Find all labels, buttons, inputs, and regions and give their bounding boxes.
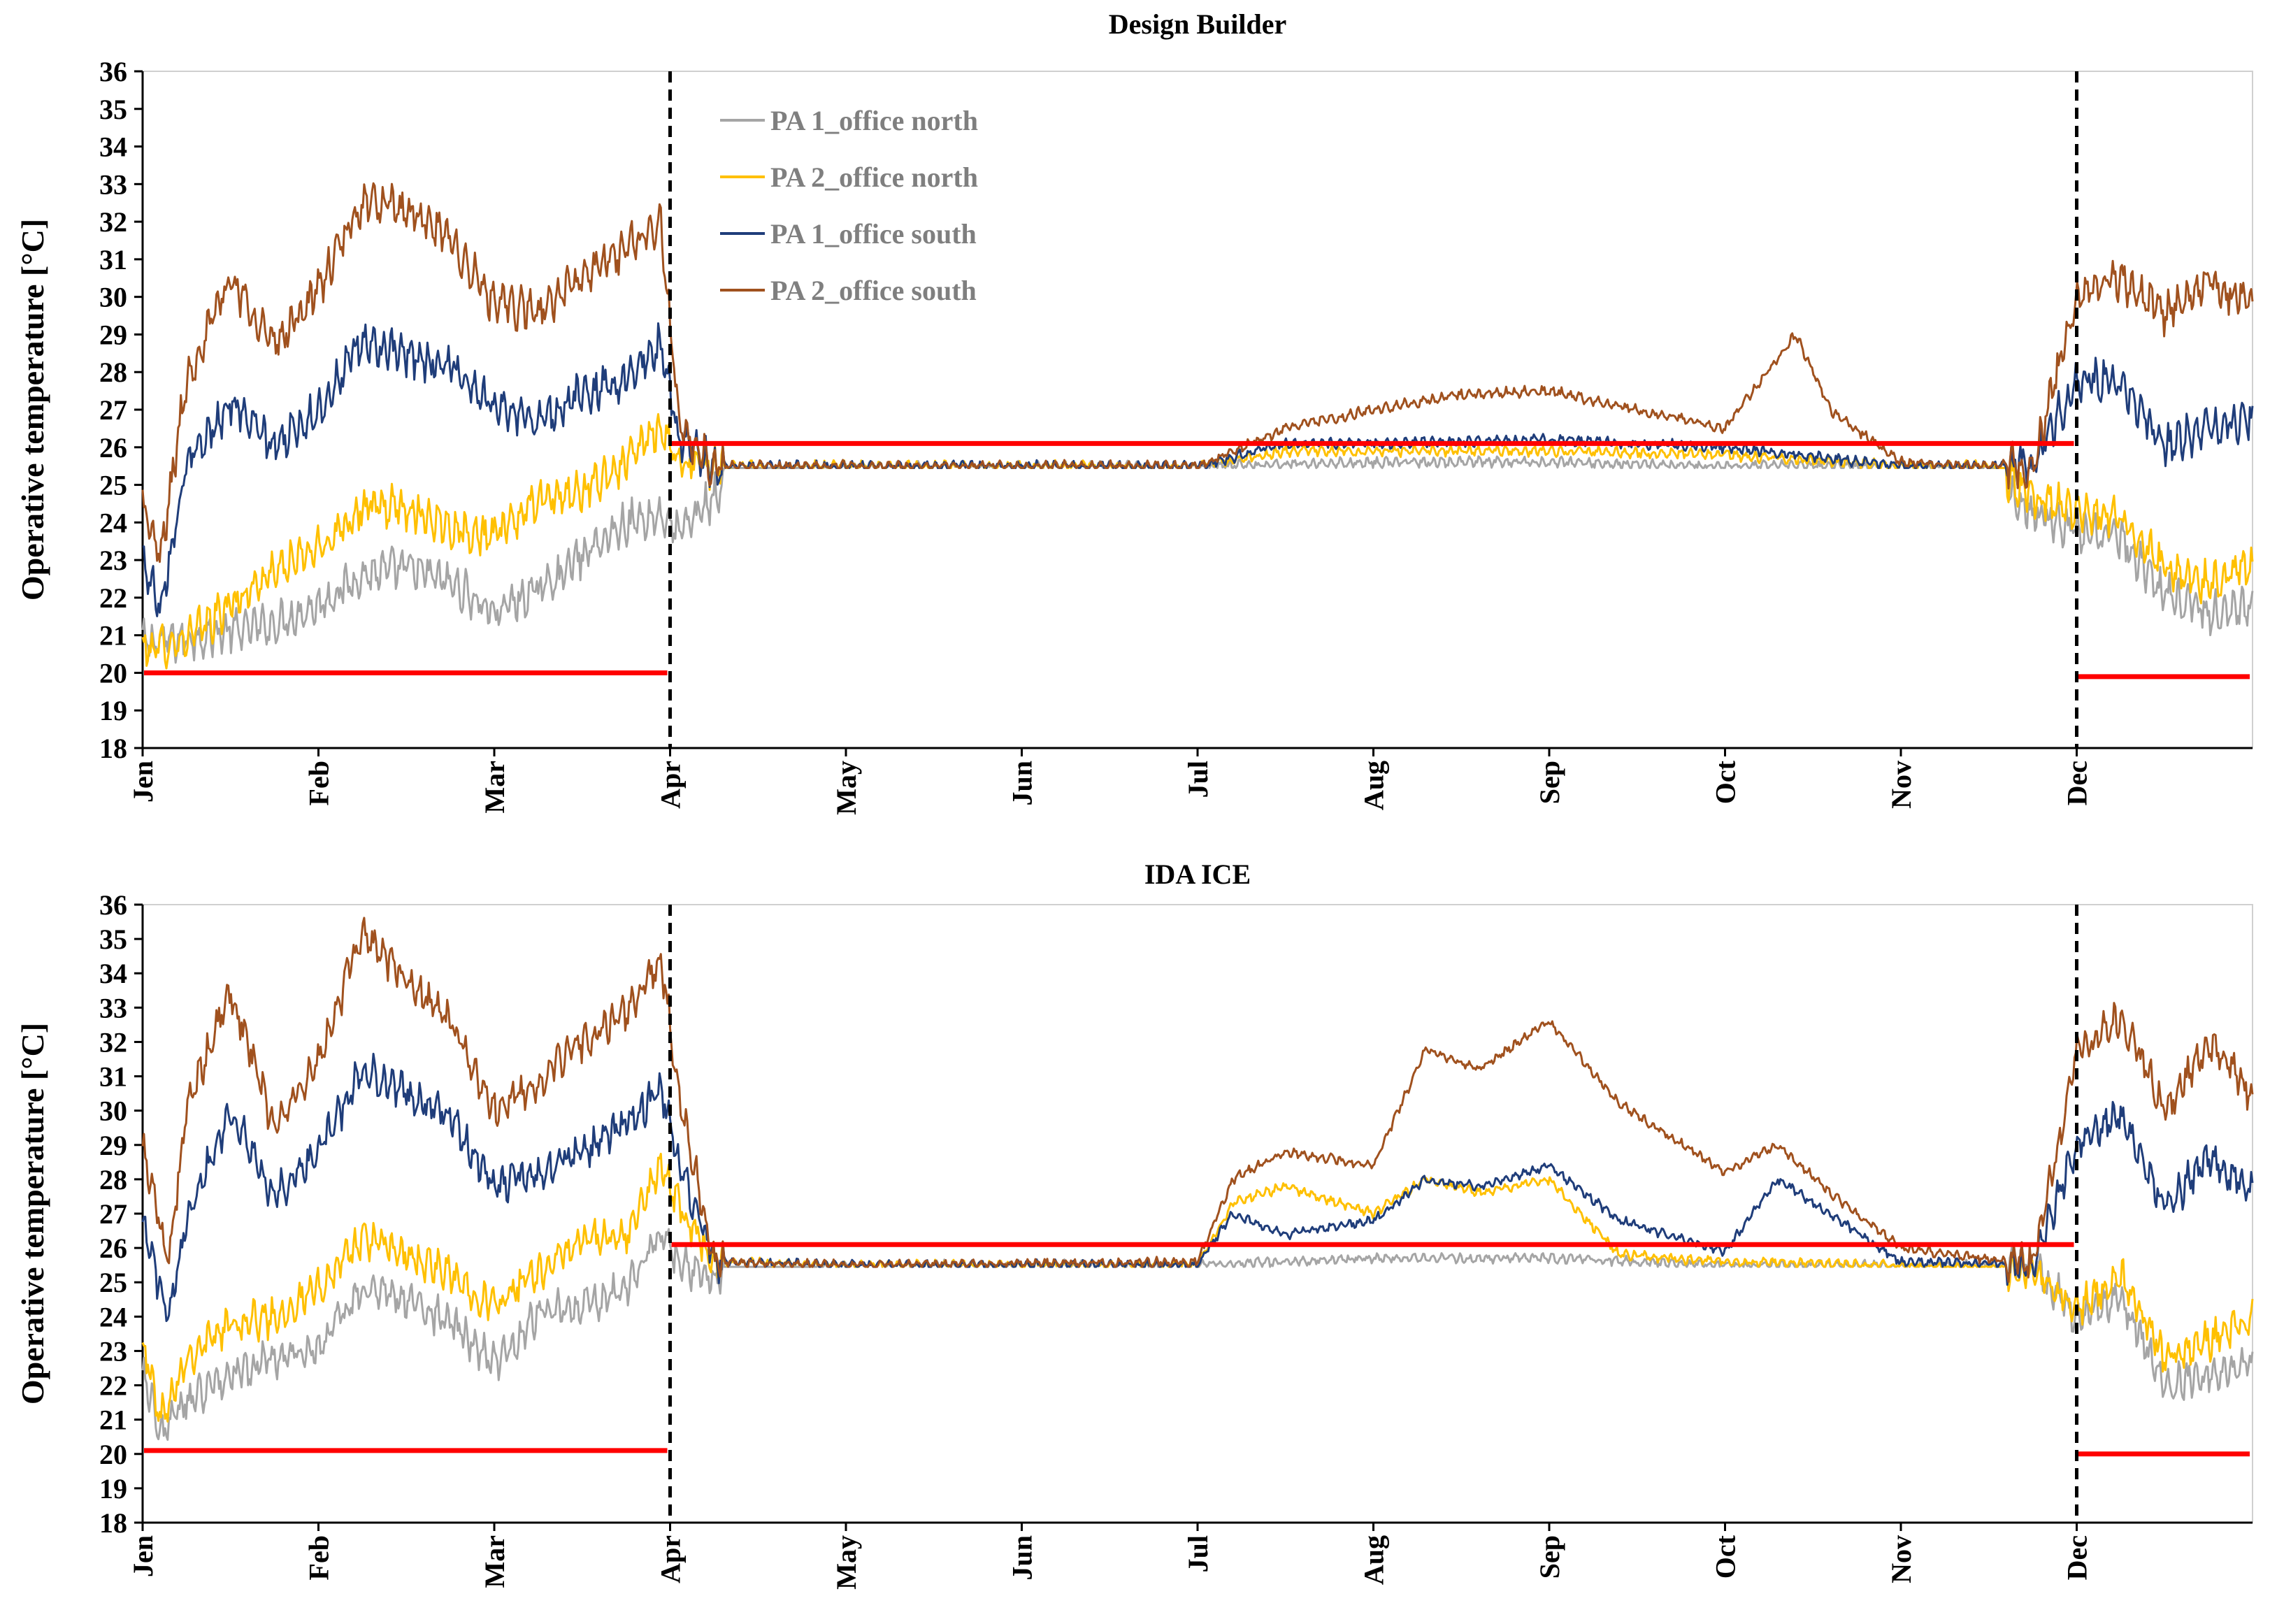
db-y-tick-label: 34 bbox=[99, 131, 127, 163]
db-y-tick-label: 33 bbox=[99, 168, 127, 200]
db-y-tick-label: 35 bbox=[99, 94, 127, 125]
db-y-tick-label: 22 bbox=[99, 582, 127, 614]
db-plot-frame bbox=[142, 71, 2253, 749]
ida-y-tick-label: 20 bbox=[99, 1439, 127, 1470]
ida-series-line-pa-2-office-north bbox=[141, 1152, 2254, 1423]
chart-panel-design-builder: Design Builder Operative temperature [°C]… bbox=[15, 8, 2254, 815]
ida-x-tick-label-dec: Dec bbox=[2062, 1535, 2093, 1580]
db-x-tick-label-jen: Jen bbox=[127, 761, 159, 803]
db-y-tick-label: 21 bbox=[99, 620, 127, 652]
ida-y-tick-label: 25 bbox=[99, 1267, 127, 1298]
ida-y-tick-label: 22 bbox=[99, 1370, 127, 1402]
ida-x-tick-label-jul: Jul bbox=[1182, 1535, 1214, 1572]
ida-y-tick-label: 32 bbox=[99, 1026, 127, 1058]
db-series-line-pa-2-office-south bbox=[141, 182, 2254, 563]
ida-y-tick-label: 21 bbox=[99, 1404, 127, 1436]
db-x-tick-label-oct: Oct bbox=[1710, 760, 1741, 804]
ida-y-tick-label: 19 bbox=[99, 1473, 127, 1504]
ida-y-tick-label: 36 bbox=[99, 889, 127, 921]
ida-x-tick-label-sep: Sep bbox=[1534, 1535, 1565, 1579]
ida-y-tick-label: 34 bbox=[99, 958, 127, 989]
db-x-tick-label-nov: Nov bbox=[1885, 761, 1917, 809]
db-y-tick-label: 31 bbox=[99, 244, 127, 275]
ida-x-tick-label-aug: Aug bbox=[1358, 1535, 1390, 1585]
ida-x-tick-label-mar: Mar bbox=[479, 1535, 510, 1588]
db-x-tick-label-aug: Aug bbox=[1358, 761, 1390, 810]
db-y-tick-label: 32 bbox=[99, 206, 127, 238]
db-y-tick-label: 28 bbox=[99, 357, 127, 388]
ida-y-tick-label: 23 bbox=[99, 1335, 127, 1367]
ida-plot-frame bbox=[142, 904, 2253, 1523]
ida-y-tick-label: 18 bbox=[99, 1507, 127, 1539]
legend: PA 1_office north PA 2_office north PA 1_o… bbox=[720, 105, 978, 306]
ida-y-tick-label: 29 bbox=[99, 1130, 127, 1161]
ida-y-tick-label: 33 bbox=[99, 992, 127, 1023]
db-series-line-pa-1-office-north bbox=[141, 455, 2254, 664]
db-x-tick-label-may: May bbox=[831, 761, 862, 815]
db-x-tick-label-mar: Mar bbox=[479, 761, 510, 814]
ida-x-tick-label-may: May bbox=[831, 1535, 862, 1590]
ida-y-tick-label: 28 bbox=[99, 1164, 127, 1195]
legend-label: PA 2_office south bbox=[770, 275, 977, 306]
db-x-tick-label-jun: Jun bbox=[1007, 761, 1038, 806]
db-y-axis-label: Operative temperature [°C] bbox=[15, 219, 50, 601]
ida-series-line-pa-1-office-south bbox=[141, 1052, 2254, 1323]
legend-label: PA 1_office north bbox=[770, 105, 978, 136]
db-y-tick-label: 18 bbox=[99, 733, 127, 764]
ida-series-line-pa-2-office-south bbox=[141, 917, 2254, 1284]
ida-x-tick-label-apr: Apr bbox=[655, 1535, 687, 1583]
ida-x-tick-label-oct: Oct bbox=[1710, 1535, 1741, 1579]
ida-y-tick-label: 35 bbox=[99, 924, 127, 955]
db-x-tick-label-feb: Feb bbox=[303, 761, 335, 805]
ida-y-tick-label: 30 bbox=[99, 1095, 127, 1127]
db-y-tick-label: 25 bbox=[99, 470, 127, 501]
db-y-tick-label: 27 bbox=[99, 394, 127, 426]
db-y-tick-label: 20 bbox=[99, 657, 127, 689]
db-y-tick-label: 36 bbox=[99, 56, 127, 87]
ida-chart-title: IDA ICE bbox=[1144, 858, 1251, 890]
ida-x-tick-label-jen: Jen bbox=[127, 1535, 159, 1577]
db-series-line-pa-2-office-north bbox=[141, 412, 2254, 670]
db-series-line-pa-1-office-south bbox=[143, 322, 2254, 617]
db-x-tick-label-sep: Sep bbox=[1534, 761, 1565, 804]
db-x-tick-label-jul: Jul bbox=[1182, 761, 1214, 798]
ida-x-tick-label-feb: Feb bbox=[303, 1535, 335, 1580]
db-y-tick-label: 30 bbox=[99, 282, 127, 313]
ida-y-tick-label: 27 bbox=[99, 1198, 127, 1230]
ida-y-tick-label: 24 bbox=[99, 1301, 127, 1332]
db-x-tick-label-apr: Apr bbox=[655, 761, 687, 809]
db-y-tick-label: 24 bbox=[99, 507, 127, 538]
legend-label: PA 1_office south bbox=[770, 218, 977, 250]
db-chart-title: Design Builder bbox=[1109, 8, 1286, 40]
db-y-tick-label: 29 bbox=[99, 319, 127, 350]
ida-y-tick-label: 31 bbox=[99, 1061, 127, 1093]
ida-y-tick-label: 26 bbox=[99, 1233, 127, 1264]
db-x-tick-label-dec: Dec bbox=[2062, 761, 2093, 805]
db-y-tick-label: 19 bbox=[99, 695, 127, 726]
db-y-tick-label: 26 bbox=[99, 432, 127, 464]
ida-x-tick-label-jun: Jun bbox=[1007, 1535, 1038, 1581]
ida-y-axis-label: Operative temperature [°C] bbox=[15, 1023, 50, 1404]
db-y-tick-label: 23 bbox=[99, 545, 127, 576]
ida-x-tick-label-nov: Nov bbox=[1885, 1535, 1917, 1583]
legend-label: PA 2_office north bbox=[770, 161, 978, 193]
